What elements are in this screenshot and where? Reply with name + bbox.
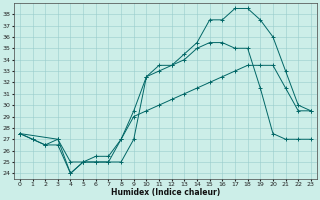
X-axis label: Humidex (Indice chaleur): Humidex (Indice chaleur): [111, 188, 220, 197]
